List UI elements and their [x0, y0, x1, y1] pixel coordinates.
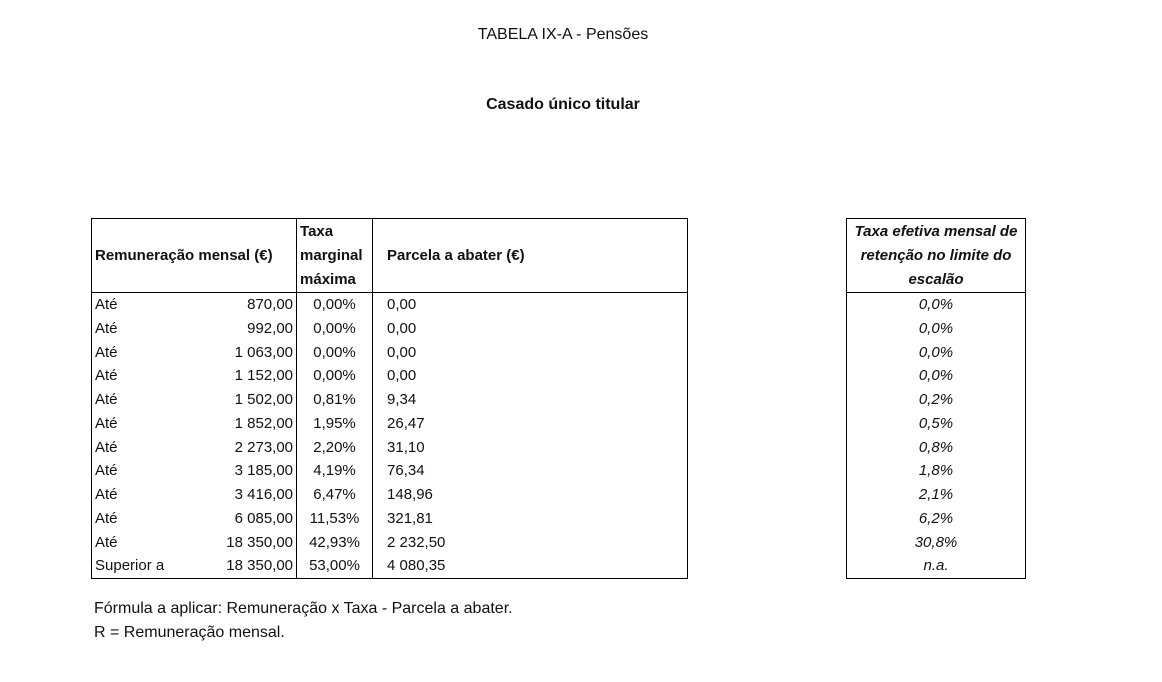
row: 0,8% [847, 436, 1026, 460]
row: Até 3 185,00 4,19% 76,34 [92, 459, 688, 483]
cell: 2,20% [296, 435, 374, 460]
note: Fórmula a aplicar: Remuneração x Taxa - … [94, 600, 513, 617]
cell: 321,81 [387, 509, 433, 527]
cell: 2 232,50 [387, 533, 446, 551]
cell: 0,0% [918, 296, 954, 313]
cell: 6 085,00 [167, 506, 298, 531]
subtitle: Casado único titular [486, 96, 640, 113]
row: Até 870,00 0,00% 0,00 [92, 292, 688, 317]
row: Superior a 18 350,00 53,00% 4 080,35 [92, 554, 688, 579]
cell: 0,0% [918, 343, 954, 361]
cell: 0,8% [918, 438, 954, 456]
cell: Até [95, 319, 118, 337]
row: 0,0% [847, 364, 1026, 388]
cell: 3 185,00 [167, 459, 298, 483]
row: 0,5% [847, 412, 1026, 436]
row: 0,0% [847, 317, 1026, 341]
cell: 3 416,00 [167, 483, 298, 507]
cell: 6,2% [918, 509, 954, 527]
cell: 0,00 [387, 367, 417, 385]
cell: Até [95, 391, 118, 408]
cell: Até [95, 438, 118, 456]
row: Até 1 063,00 0,00% 0,00 [92, 340, 688, 365]
effective-rate-table: Taxa efetiva mensal de retenção no limit… [846, 218, 1026, 579]
cell: 1 063,00 [167, 340, 298, 365]
row: Até 3 416,00 6,47% 148,96 [92, 483, 688, 507]
row: Até 1 502,00 0,81% 9,34 [92, 388, 688, 412]
cell: 1 152,00 [167, 364, 298, 388]
cell: 18 350,00 [167, 554, 298, 579]
row: Até 6 085,00 11,53% 321,81 [92, 506, 688, 531]
cell: 1,8% [918, 462, 954, 480]
cell: Até [95, 533, 118, 551]
cell: 26,47 [387, 414, 425, 432]
cell: Superior a [95, 557, 165, 575]
cell: 4,19% [296, 459, 374, 483]
cell: 0,5% [918, 414, 954, 432]
cell: 0,0% [918, 319, 954, 337]
header-cell: Taxa marginal máxima [296, 218, 374, 293]
cell: Até [95, 367, 118, 385]
cell: 0,00 [387, 319, 417, 337]
title: TABELA IX-A - Pensões [477, 26, 649, 43]
row: 30,8% [847, 531, 1026, 555]
cell: 992,00 [167, 316, 298, 341]
cell: 0,00% [296, 340, 374, 365]
row: Até 1 852,00 1,95% 26,47 [92, 411, 688, 436]
cell: 1 502,00 [167, 388, 298, 412]
cell: 76,34 [387, 462, 425, 480]
cell: 0,0% [918, 367, 954, 385]
note: R = Remuneração mensal. [94, 624, 285, 641]
row: 2,1% [847, 483, 1026, 507]
row: n.a. [847, 554, 1026, 578]
cell: 0,00 [387, 296, 417, 313]
cell: 11,53% [296, 506, 374, 531]
cell: 42,93% [296, 530, 374, 555]
cell: 870,00 [167, 292, 298, 317]
cell: Até [95, 509, 118, 527]
cell: 0,00% [296, 316, 374, 341]
cell: 0,2% [918, 391, 954, 408]
cell: 6,47% [296, 483, 374, 507]
cell: Até [95, 343, 118, 361]
cell: Até [95, 296, 118, 313]
cell: 1 852,00 [167, 411, 298, 436]
row: 6,2% [847, 507, 1026, 531]
row: 0,2% [847, 388, 1026, 412]
cell: 31,10 [387, 438, 425, 456]
header-cell: Parcela a abater (€) [372, 218, 688, 293]
row: Até 1 152,00 0,00% 0,00 [92, 364, 688, 388]
cell: 0,00% [296, 292, 374, 317]
cell: 30,8% [914, 533, 958, 551]
header-cell: Remuneração mensal (€) [91, 218, 298, 293]
cell: 18 350,00 [167, 530, 298, 555]
row: 1,8% [847, 459, 1026, 483]
cell: 2,1% [918, 486, 954, 503]
cell: 0,00% [296, 364, 374, 388]
cell: 0,81% [296, 388, 374, 412]
cell: 9,34 [387, 391, 417, 408]
cell: 1,95% [296, 411, 374, 436]
cell: Até [95, 486, 118, 503]
cell: Até [95, 462, 118, 480]
header-row: Taxa efetiva mensal de retenção no limit… [846, 218, 1026, 293]
cell: Até [95, 414, 118, 432]
cell: 0,00 [387, 343, 417, 361]
header-cell: Taxa efetiva mensal de retenção no limit… [846, 218, 1026, 293]
header-row: Remuneração mensal (€) Taxa marginal máx… [91, 218, 688, 293]
row: Até 18 350,00 42,93% 2 232,50 [92, 530, 688, 555]
tax-table: Remuneração mensal (€) Taxa marginal máx… [91, 218, 689, 579]
cell: n.a. [923, 557, 949, 575]
cell: 148,96 [387, 486, 433, 503]
row: Até 992,00 0,00% 0,00 [92, 316, 688, 341]
cell: 4 080,35 [387, 557, 446, 575]
cell: 2 273,00 [167, 435, 298, 460]
row: Até 2 273,00 2,20% 31,10 [92, 435, 688, 460]
row: 0,0% [847, 293, 1026, 317]
cell: 53,00% [296, 554, 374, 579]
row: 0,0% [847, 341, 1026, 365]
